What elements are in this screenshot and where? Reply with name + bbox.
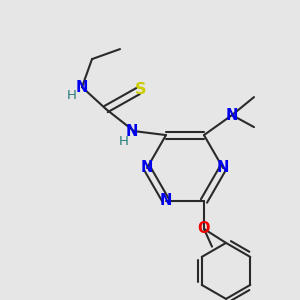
Text: H: H	[119, 135, 129, 148]
Text: N: N	[141, 160, 153, 175]
Text: N: N	[76, 80, 88, 94]
Text: N: N	[226, 108, 238, 123]
Text: N: N	[217, 160, 229, 175]
Text: N: N	[126, 124, 138, 139]
Text: N: N	[160, 194, 172, 208]
Text: H: H	[67, 88, 77, 102]
Text: S: S	[135, 82, 147, 97]
Text: O: O	[198, 221, 210, 236]
